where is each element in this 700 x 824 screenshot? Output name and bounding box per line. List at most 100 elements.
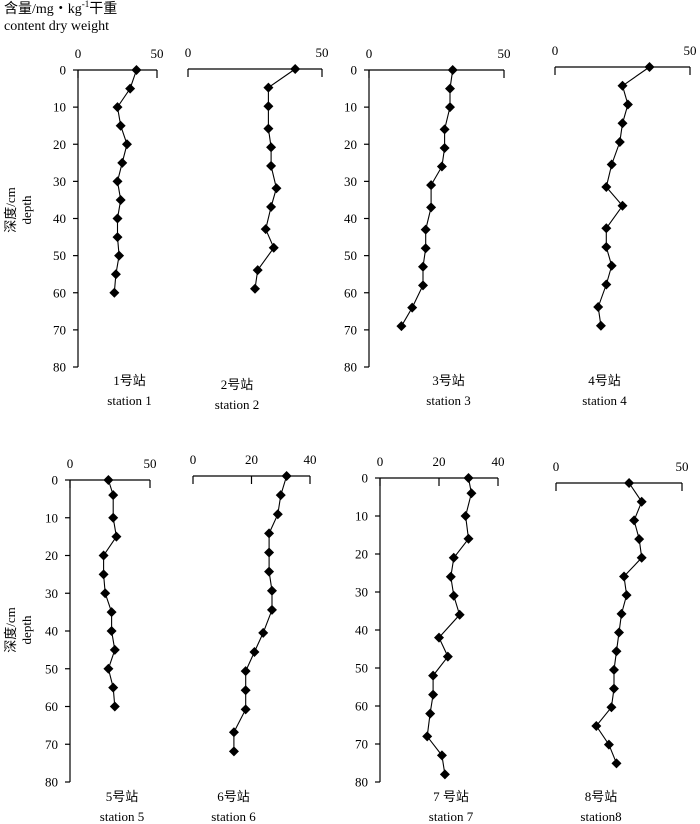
data-point-marker — [115, 194, 126, 205]
data-point-marker — [407, 302, 418, 313]
x-tick-label: 40 — [304, 452, 317, 467]
y-tick-label: 20 — [344, 137, 357, 152]
data-point-marker — [266, 604, 277, 615]
y-tick-label: 40 — [53, 211, 66, 226]
data-point-marker — [266, 160, 277, 171]
data-point-marker — [106, 607, 117, 618]
data-point-marker — [112, 232, 123, 243]
data-point-marker — [264, 547, 275, 558]
data-point-marker — [629, 515, 640, 526]
data-point-marker — [108, 682, 119, 693]
data-point-marker — [601, 223, 612, 234]
panel-8: 0 50 8号站 station8 — [553, 459, 689, 824]
panel-1: 0 50 0 10 20 30 40 50 60 70 80 1号站 station 1 — [53, 46, 164, 408]
y-tick-label: 70 — [355, 737, 368, 752]
data-point-marker — [616, 608, 627, 619]
data-point-marker — [447, 65, 458, 75]
data-point-marker — [115, 120, 126, 131]
y-tick-label: 30 — [355, 585, 368, 600]
station-label-en: station 6 — [211, 809, 256, 824]
x-tick-label: 50 — [151, 46, 164, 61]
data-point-marker — [454, 609, 465, 620]
y-tick-label: 80 — [344, 360, 357, 375]
y-tick-label: 0 — [52, 473, 59, 488]
y-tick-label: 40 — [45, 624, 58, 639]
data-point-marker — [425, 708, 436, 719]
data-point-marker — [260, 224, 271, 235]
data-point-marker — [434, 632, 444, 643]
station-label-cn: 6号站 — [217, 789, 250, 804]
y-tick-label: 80 — [53, 360, 66, 375]
station-label-cn: 7 号站 — [433, 789, 469, 804]
y-tick-label: 60 — [355, 699, 368, 714]
data-point-marker — [131, 65, 142, 75]
station-label-cn: 3号站 — [432, 373, 465, 388]
x-tick-label: 50 — [144, 456, 157, 471]
data-point-marker — [606, 159, 617, 170]
panel-5: 0 50 0 10 20 30 40 50 60 70 80 5号站 station 5 — [45, 456, 157, 824]
data-point-marker — [266, 201, 277, 212]
data-point-marker — [463, 533, 474, 544]
data-point-marker — [418, 261, 428, 272]
data-point-marker — [264, 528, 275, 539]
data-point-marker — [611, 646, 622, 657]
data-point-marker — [603, 739, 614, 750]
y-tick-label: 0 — [60, 63, 67, 78]
x-tick-label: 50 — [676, 459, 689, 474]
data-point-marker — [263, 82, 274, 93]
data-point-marker — [448, 590, 459, 601]
data-point-marker — [98, 569, 109, 580]
data-point-marker — [601, 182, 612, 192]
station-label-en: station 4 — [582, 393, 627, 408]
data-point-marker — [112, 176, 123, 187]
data-point-marker — [112, 102, 123, 113]
data-point-marker — [426, 202, 437, 213]
data-point-marker — [614, 137, 625, 147]
data-point-marker — [442, 651, 453, 662]
data-point-marker — [103, 663, 114, 674]
x-tick-label: 50 — [316, 45, 329, 60]
data-point-marker — [240, 666, 251, 677]
data-point-marker — [617, 118, 628, 129]
panel-7: 0 20 40 0 10 20 30 40 50 60 70 80 7 号站 station 7 — [355, 454, 505, 824]
data-point-marker — [644, 62, 655, 72]
data-point-marker — [445, 571, 456, 582]
data-point-marker — [117, 157, 128, 168]
x-tick-label: 0 — [377, 454, 384, 469]
data-point-marker — [106, 626, 117, 636]
panel-2: 0 50 2号站 station 2 — [185, 45, 329, 412]
y-tick-label: 20 — [53, 137, 66, 152]
data-point-marker — [110, 269, 121, 280]
y-tick-label: 10 — [355, 509, 368, 524]
data-point-marker — [463, 473, 474, 483]
station-label-en: station 5 — [100, 809, 144, 824]
y-tick-label: 10 — [45, 510, 58, 525]
data-point-marker — [275, 490, 286, 501]
data-point-marker — [418, 280, 428, 291]
profile-line — [426, 477, 472, 775]
y-tick-label: 80 — [355, 775, 368, 790]
y-tick-label: 80 — [45, 775, 58, 790]
y-tick-label: 70 — [45, 737, 58, 752]
x-tick-label: 0 — [75, 46, 82, 61]
data-point-marker — [439, 769, 450, 780]
data-point-marker — [112, 213, 123, 224]
y-tick-label: 70 — [53, 322, 66, 337]
data-point-marker — [636, 552, 647, 563]
data-point-marker — [266, 142, 277, 153]
data-point-marker — [103, 475, 114, 485]
data-point-marker — [228, 746, 239, 757]
y-axis-title-cn-bottom: 深度/cm — [3, 607, 18, 653]
data-point-marker — [263, 123, 274, 134]
data-point-marker — [448, 552, 459, 563]
x-tick-label: 40 — [492, 454, 505, 469]
panel-4: 0 50 4号站 station 4 — [552, 43, 697, 408]
data-point-marker — [436, 750, 447, 761]
y-tick-label: 20 — [45, 548, 58, 563]
y-tick-label: 40 — [355, 623, 368, 638]
data-point-marker — [263, 101, 274, 112]
station-label-en: station 2 — [215, 397, 259, 412]
y-tick-label: 0 — [362, 471, 369, 486]
data-point-marker — [428, 670, 439, 681]
data-point-marker — [271, 183, 282, 194]
